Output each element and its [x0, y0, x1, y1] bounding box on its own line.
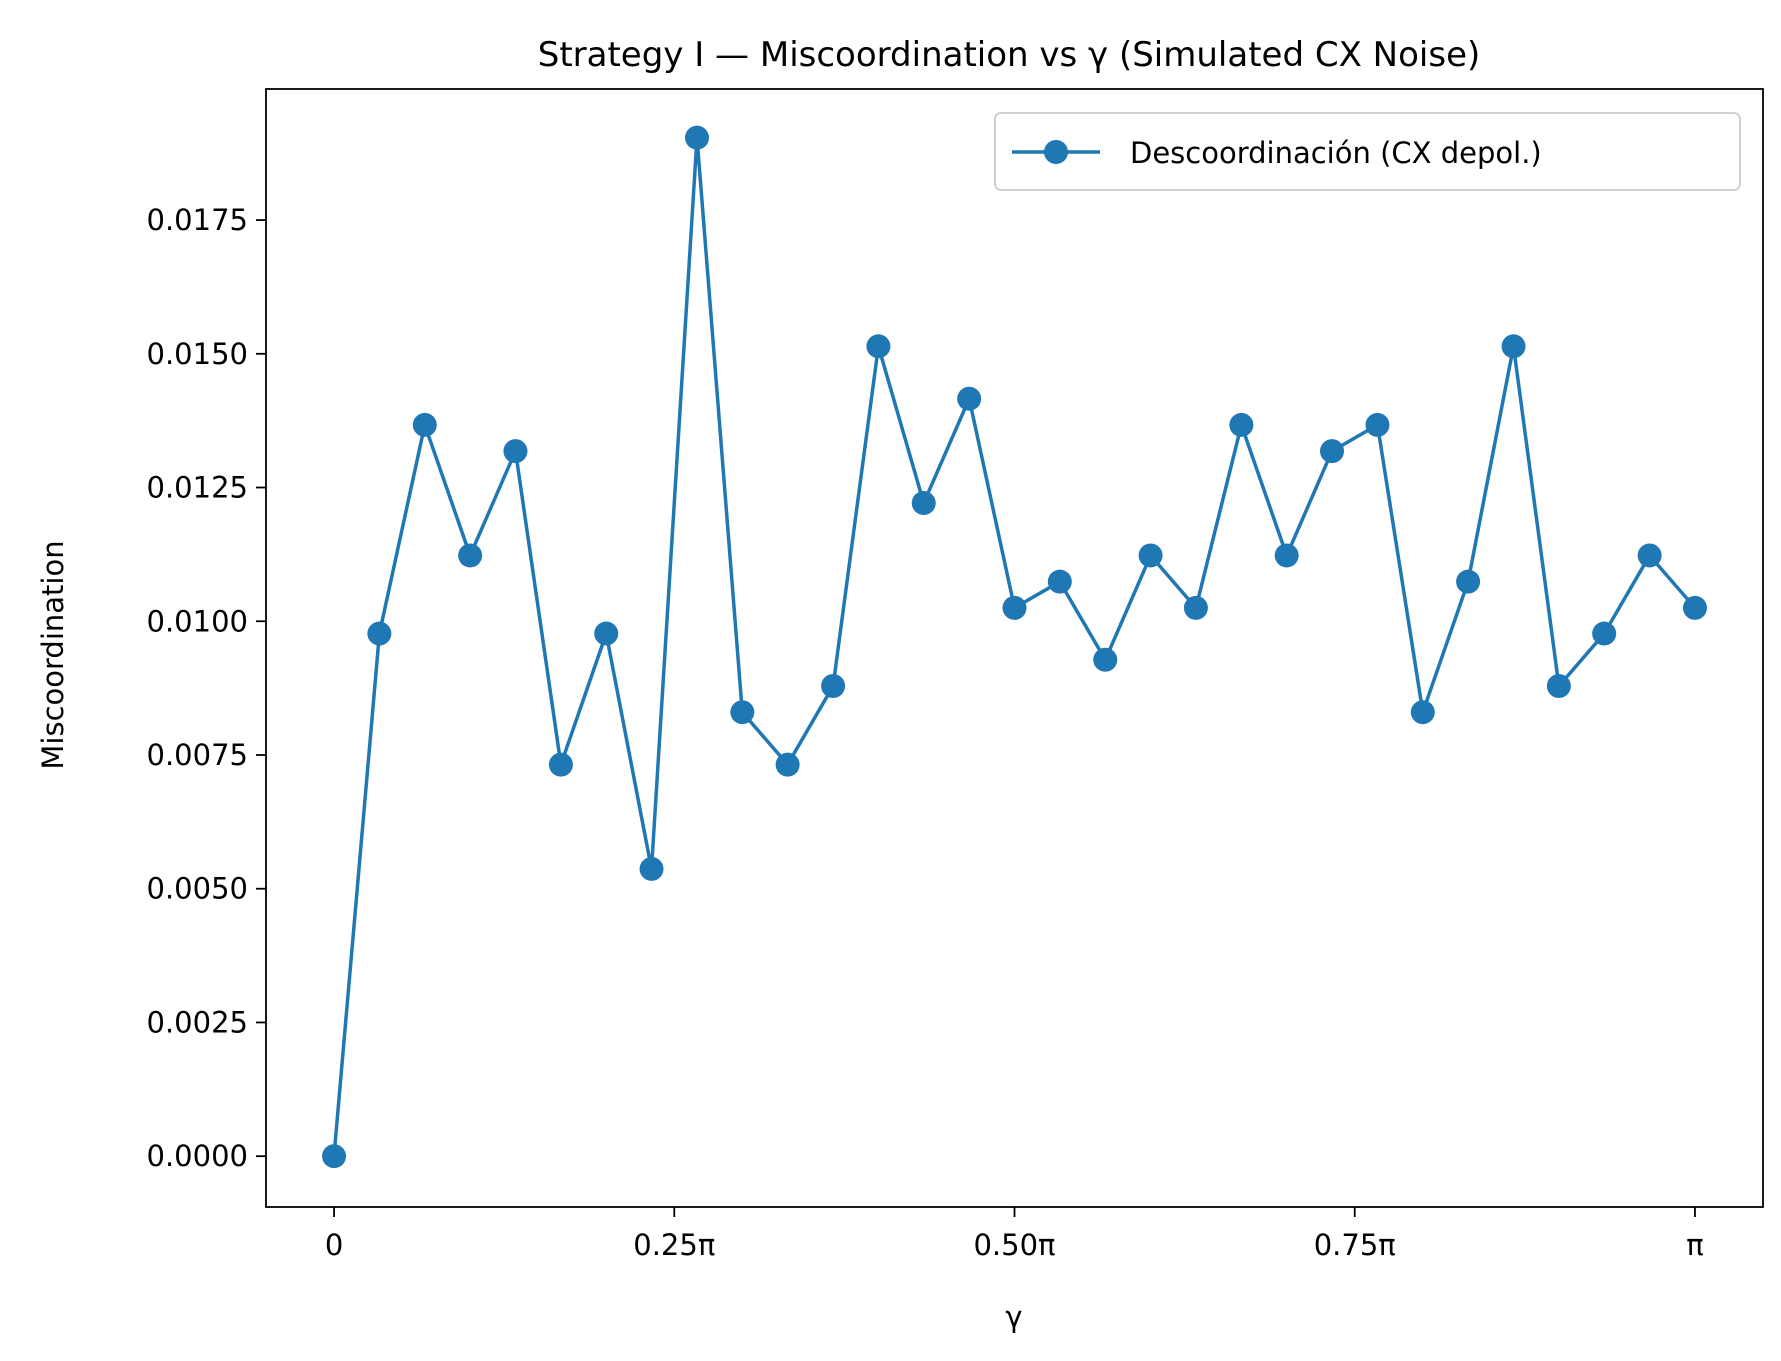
- data-point: [1229, 412, 1254, 437]
- data-point: [548, 752, 573, 777]
- y-axis-label: Miscoordination: [36, 540, 70, 769]
- data-point: [821, 673, 846, 698]
- x-axis-label: γ: [1005, 1300, 1022, 1334]
- data-point: [730, 700, 755, 725]
- legend-label: Descoordinación (CX depol.): [1130, 136, 1542, 170]
- y-tick-label: 0.0000: [147, 1139, 248, 1173]
- data-point: [503, 439, 528, 464]
- series-layer: [322, 125, 1707, 1169]
- data-point: [1365, 412, 1390, 437]
- data-point: [1410, 700, 1435, 725]
- data-point: [322, 1144, 347, 1169]
- chart-title: Strategy I — Miscoordination vs γ (Simul…: [538, 35, 1481, 75]
- y-tick-label: 0.0175: [147, 203, 248, 237]
- data-point: [911, 491, 936, 516]
- y-axis-ticks: 0.0000 0.0025 0.0050 0.0075 0.0100 0.0125 0.01…: [147, 203, 266, 1173]
- legend-marker: [1044, 140, 1068, 164]
- x-tick-label: 0: [325, 1228, 343, 1262]
- data-point: [1320, 439, 1345, 464]
- legend-box: [994, 112, 1741, 191]
- data-point: [1682, 595, 1707, 620]
- x-tick-label: 0.75π: [1314, 1228, 1396, 1262]
- data-point: [367, 621, 392, 646]
- data-point: [1274, 543, 1299, 568]
- data-point: [1592, 621, 1617, 646]
- data-point: [639, 856, 664, 881]
- data-point: [458, 543, 483, 568]
- x-tick-label: 0.25π: [633, 1228, 715, 1262]
- y-tick-label: 0.0100: [147, 604, 248, 638]
- plot-frame: [265, 88, 1764, 1208]
- data-point: [1456, 569, 1481, 594]
- legend: Descoordinación (CX depol.): [994, 112, 1741, 191]
- data-point: [957, 386, 982, 411]
- y-tick-label: 0.0050: [147, 872, 248, 906]
- data-point: [1546, 673, 1571, 698]
- data-point: [866, 334, 891, 359]
- data-point: [684, 125, 709, 150]
- x-axis-ticks: 0 0.25π 0.50π 0.75π π: [325, 1207, 1704, 1262]
- data-point: [594, 621, 619, 646]
- x-tick-label: π: [1686, 1228, 1703, 1262]
- data-point: [1002, 595, 1027, 620]
- data-point: [775, 752, 800, 777]
- data-point: [412, 412, 437, 437]
- x-tick-label: 0.50π: [973, 1228, 1055, 1262]
- y-tick-label: 0.0125: [147, 471, 248, 505]
- y-tick-label: 0.0075: [147, 738, 248, 772]
- data-point: [1093, 647, 1118, 672]
- data-point: [1183, 595, 1208, 620]
- data-point: [1047, 569, 1072, 594]
- data-point: [1501, 334, 1526, 359]
- data-point: [1637, 543, 1662, 568]
- data-point: [1138, 543, 1163, 568]
- y-tick-label: 0.0150: [147, 337, 248, 371]
- y-tick-label: 0.0025: [147, 1005, 248, 1039]
- plot-area: 0 0.25π 0.50π 0.75π π 0.00000.00250.00500.00…: [147, 88, 1764, 1262]
